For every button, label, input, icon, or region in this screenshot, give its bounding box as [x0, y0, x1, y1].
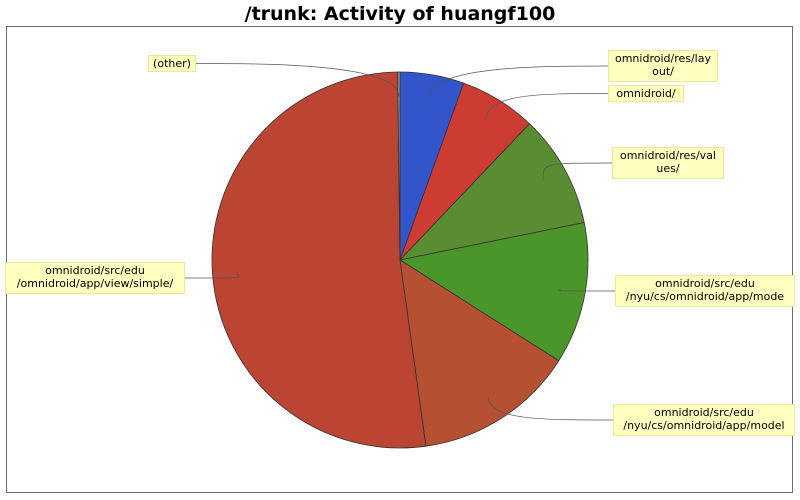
- pie-slice: [398, 221, 589, 362]
- slice-label: omnidroid/: [608, 85, 684, 102]
- label-leader-line: [184, 272, 240, 279]
- chart-title: /trunk: Activity of huangf100: [244, 3, 556, 25]
- slice-label: omnidroid/src/edu /nyu/cs/omnidroid/app/…: [613, 404, 795, 436]
- label-leader-line: [485, 93, 609, 121]
- slice-label: (other): [148, 55, 196, 72]
- pie-slice: [398, 123, 585, 261]
- label-leader-line: [558, 289, 616, 292]
- label-leader-line: [195, 63, 400, 97]
- slice-label: omnidroid/res/val ues/: [612, 147, 724, 179]
- pie-slice: [211, 71, 427, 449]
- label-leader-line: [542, 162, 613, 181]
- slice-label: omnidroid/src/edu /nyu/cs/omnidroid/app/…: [615, 275, 795, 307]
- slice-label: omnidroid/res/lay out/: [608, 50, 718, 82]
- label-leader-line: [427, 65, 609, 99]
- pie-slice: [397, 71, 401, 261]
- pie-slice: [399, 259, 560, 447]
- slice-label: omnidroid/src/edu /omnidroid/app/view/si…: [5, 262, 185, 294]
- label-leader-line: [488, 397, 614, 421]
